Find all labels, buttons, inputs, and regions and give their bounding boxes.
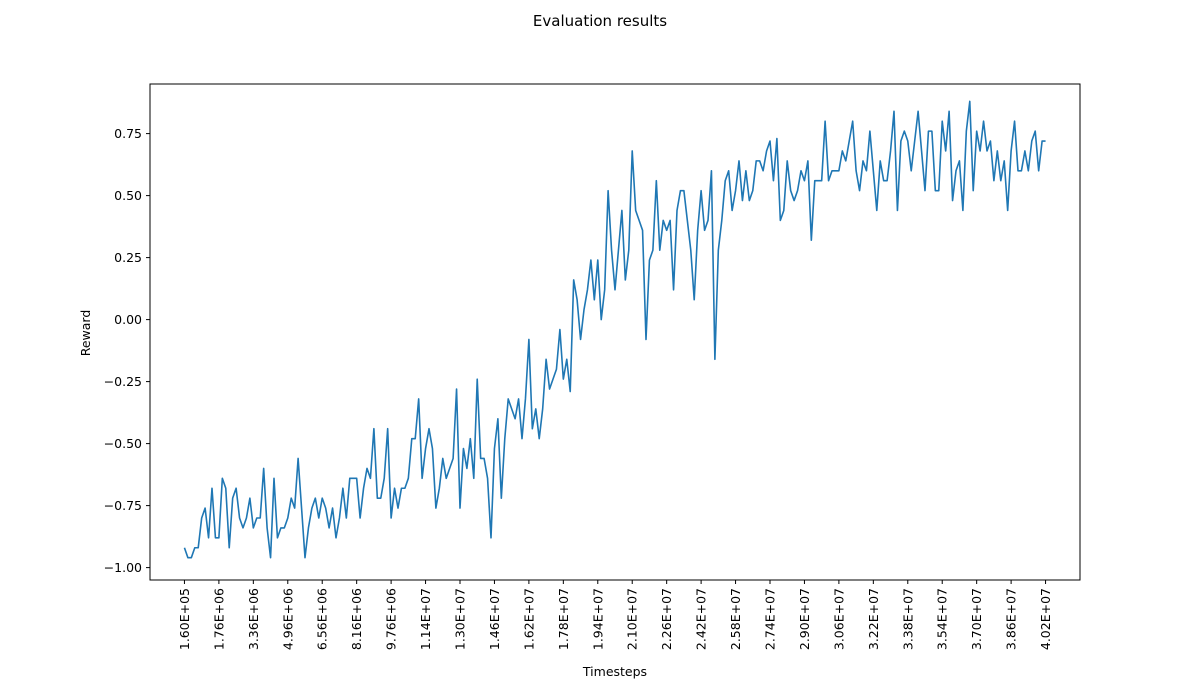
x-tick-label: 8.16E+06 <box>349 588 364 650</box>
x-tick-label: 2.74E+07 <box>763 588 778 650</box>
y-axis: −1.00 −0.75 −0.50 −0.25 0.00 0.25 0.50 0.75 <box>104 126 150 575</box>
x-tick-label: 4.96E+06 <box>280 588 295 650</box>
data-layer <box>183 100 1046 559</box>
x-tick-label: 1.30E+07 <box>453 588 468 650</box>
y-tick-label: 0.00 <box>114 312 142 327</box>
x-tick-label: 3.86E+07 <box>1004 588 1019 650</box>
chart-title: Evaluation results <box>533 12 667 30</box>
x-tick-label: 1.14E+07 <box>418 588 433 650</box>
x-tick-label: 9.76E+06 <box>384 588 399 650</box>
y-tick-label: 0.75 <box>114 126 142 141</box>
x-tick-label: 2.90E+07 <box>797 588 812 650</box>
x-tick-label: 3.70E+07 <box>969 588 984 650</box>
y-tick-label: −0.25 <box>104 374 142 389</box>
y-tick-label: −1.00 <box>104 560 142 575</box>
y-tick-label: −0.50 <box>104 436 142 451</box>
x-tick-label: 1.62E+07 <box>521 588 536 650</box>
y-tick-label: 0.50 <box>114 188 142 203</box>
y-axis-label: Reward <box>78 310 93 357</box>
x-tick-label: 1.94E+07 <box>590 588 605 650</box>
x-tick-label: 3.06E+07 <box>831 588 846 650</box>
x-tick-label: 3.36E+06 <box>246 588 261 650</box>
x-tick-label: 3.54E+07 <box>935 588 950 650</box>
y-tick-label: 0.25 <box>114 250 142 265</box>
y-tick-label: −0.75 <box>104 498 142 513</box>
x-axis: 1.60E+05 1.76E+06 3.36E+06 4.96E+06 6.56E+06… <box>177 580 1053 650</box>
plot-area <box>150 84 1080 580</box>
x-tick-label: 1.60E+05 <box>177 588 192 650</box>
x-tick-label: 4.02E+07 <box>1038 588 1053 650</box>
x-tick-label: 1.46E+07 <box>487 588 502 650</box>
x-tick-label: 2.42E+07 <box>694 588 709 650</box>
x-tick-label: 3.38E+07 <box>900 588 915 650</box>
x-tick-label: 6.56E+06 <box>315 588 330 650</box>
x-tick-label: 2.58E+07 <box>728 588 743 650</box>
x-tick-label: 1.78E+07 <box>556 588 571 650</box>
x-tick-label: 2.10E+07 <box>625 588 640 650</box>
x-axis-label: Timesteps <box>582 664 647 679</box>
x-tick-label: 3.22E+07 <box>866 588 881 650</box>
series-line-0 <box>183 100 1046 559</box>
x-tick-label: 2.26E+07 <box>659 588 674 650</box>
plot-frame <box>149 83 1081 581</box>
x-tick-label: 1.76E+06 <box>211 588 226 650</box>
